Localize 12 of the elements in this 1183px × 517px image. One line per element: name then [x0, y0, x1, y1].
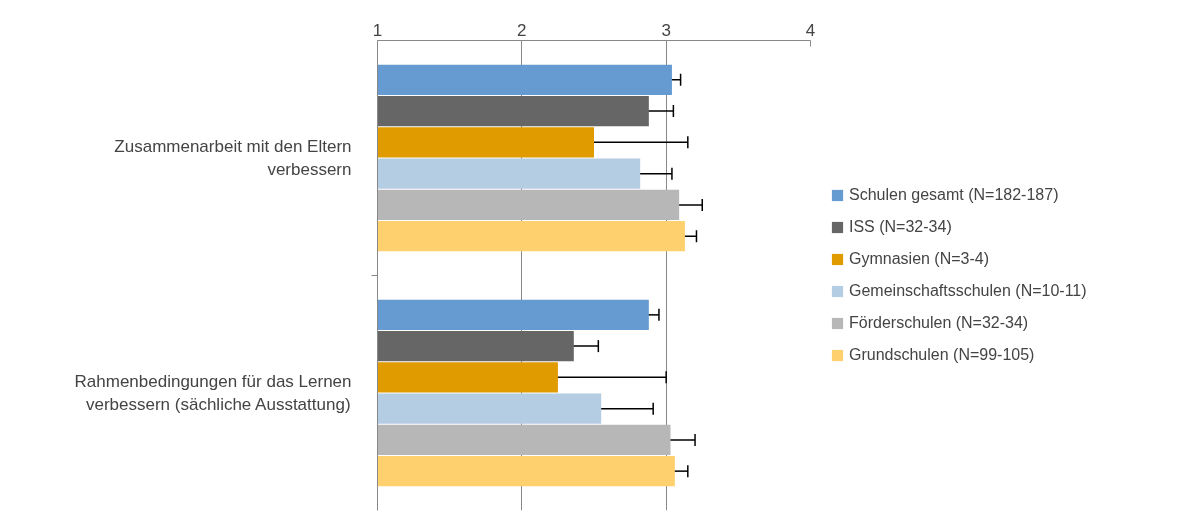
legend-label: Förderschulen (N=32-34) — [849, 314, 1029, 332]
x-tick-label: 3 — [661, 20, 671, 40]
legend-label: Grundschulen (N=99-105) — [849, 346, 1035, 364]
y-tick-label: Rahmenbedingungen für das Lernen verbessern (sächliche Ausstattung) — [74, 372, 352, 414]
legend-label: Gemeinschaftsschulen (N=10-11) — [849, 282, 1087, 300]
legend-label: ISS (N=32-34) — [849, 218, 952, 236]
y-tick-label: Zusammenarbeit mit den Eltern verbessern — [114, 137, 352, 179]
x-tick-label: 1 — [372, 20, 383, 40]
x-tick-label: 4 — [805, 20, 816, 40]
legend-label: Schulen gesamt (N=182-187) — [849, 186, 1059, 204]
legend-label: Gymnasien (N=3-4) — [849, 250, 990, 268]
x-tick-label: 2 — [517, 20, 527, 40]
